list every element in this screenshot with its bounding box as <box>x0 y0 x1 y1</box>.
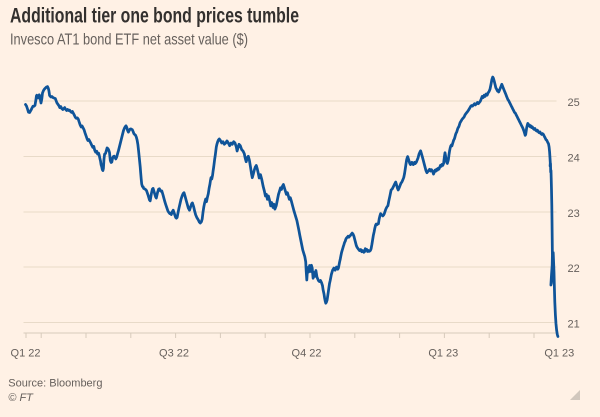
svg-text:Additional tier one bond price: Additional tier one bond prices tumble <box>10 3 299 27</box>
svg-text:© FT: © FT <box>8 392 34 404</box>
svg-text:Q1 23: Q1 23 <box>428 347 458 359</box>
svg-text:Q1 22: Q1 22 <box>11 347 41 359</box>
svg-text:23: 23 <box>568 208 580 220</box>
svg-text:Source: Bloomberg: Source: Bloomberg <box>8 378 102 390</box>
svg-text:Q4 22: Q4 22 <box>292 347 322 359</box>
svg-text:24: 24 <box>568 152 580 164</box>
svg-text:21: 21 <box>568 318 580 330</box>
svg-text:Q3 22: Q3 22 <box>159 347 189 359</box>
svg-text:25: 25 <box>568 97 580 109</box>
svg-text:Q1 23: Q1 23 <box>544 347 574 359</box>
svg-text:Invesco AT1 bond ETF net asset: Invesco AT1 bond ETF net asset value ($) <box>10 32 248 49</box>
svg-text:22: 22 <box>568 263 580 275</box>
